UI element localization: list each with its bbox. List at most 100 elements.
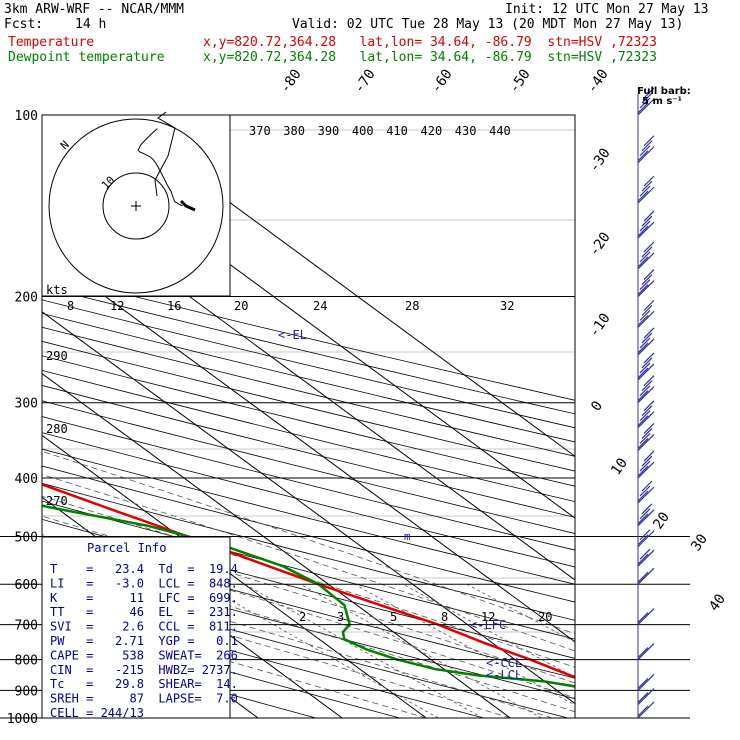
- wind-barb-flag: [637, 415, 649, 427]
- wind-barb-flag: [643, 299, 655, 311]
- wind-barb-flag: [639, 97, 651, 109]
- mixing-ratio-label: 16: [167, 299, 181, 313]
- ccl-marker: <-CCL: [486, 656, 522, 670]
- lcl-marker: <-LCL: [486, 668, 522, 682]
- mixing-ratio-label: 5: [390, 610, 397, 624]
- parcel-info: Parcel Info T = 23.4 Td = 19.4LI = -3.0 …: [50, 541, 238, 720]
- temperature-label: -10: [586, 310, 614, 340]
- parcel-info-row: CIN = -215 HWBZ= 2737.: [50, 663, 238, 677]
- wind-barb-flag: [641, 405, 653, 417]
- wind-barb-staff: [637, 461, 655, 479]
- wind-barb-staff: [637, 221, 655, 239]
- dry-adiabat: [42, 299, 575, 429]
- wind-barb-flag: [643, 423, 655, 434]
- dry-adiabat: [42, 273, 575, 401]
- wind-barb-flag: [641, 304, 653, 316]
- wind-barb-staff: [637, 434, 655, 451]
- moist-adiabat: [42, 534, 575, 699]
- wind-barb-flag: [641, 274, 653, 285]
- mixing-ratio-label: 2: [299, 610, 306, 624]
- wind-barb-flag: [639, 385, 651, 397]
- parcel-info-row: CAPE = 538 SWEAT= 266: [50, 648, 238, 662]
- wind-barb-flag: [639, 362, 651, 374]
- dry-adiabat: [42, 482, 575, 621]
- temperature-label: -40: [584, 66, 612, 96]
- theta-label: 420: [421, 124, 443, 138]
- wind-barb-staff: [637, 386, 655, 404]
- pressure-label: 400: [15, 472, 38, 487]
- wind-barb-flag: [637, 647, 649, 658]
- wind-barb-staff: [637, 608, 655, 626]
- wind-barb-flag: [643, 327, 655, 339]
- mixing-ratio-label: 12: [110, 299, 124, 313]
- theta-label: 400: [352, 124, 374, 138]
- temperature-label: -20: [586, 229, 614, 259]
- temperature-label: 0: [588, 398, 606, 414]
- theta-label: 390: [318, 124, 340, 138]
- hodograph-low-trace: [179, 199, 196, 212]
- forecast-label: Fcst:: [4, 17, 44, 32]
- wind-barb-flag: [637, 438, 649, 449]
- wind-barb-staff: [637, 643, 655, 660]
- isotherm: [0, 115, 6, 718]
- wind-barb-flag: [639, 460, 651, 472]
- temperature-location: x,y=820.72,364.28 lat,lon= 34.64, -86.79…: [203, 35, 657, 50]
- pressure-label: 600: [15, 578, 38, 593]
- wind-barb-flag: [639, 145, 651, 157]
- wind-barb-flag: [643, 400, 655, 412]
- dry-adiabat: [42, 448, 575, 585]
- wind-barb-staff: [637, 701, 655, 719]
- parcel-info-row: TT = 46 EL = 231.: [50, 605, 238, 619]
- wind-barb-flag: [637, 256, 649, 268]
- parcel-info-row: PW = 2.71 YGP = 0.1: [50, 634, 238, 648]
- pressure-label: 300: [15, 397, 38, 412]
- parcel-info-box: [41, 536, 231, 719]
- wind-barb-flag: [643, 210, 655, 222]
- temperature-label: 40: [706, 591, 729, 614]
- wind-barb-flag: [637, 490, 649, 502]
- hodograph-ring-outer: [48, 118, 224, 294]
- wind-barb-flag: [641, 92, 653, 104]
- wind-barb-flag: [639, 337, 651, 349]
- wind-barb-flag: [639, 185, 651, 197]
- wind-barb-flag: [643, 352, 655, 364]
- valid-time: Valid: 02 UTC Tue 28 May 13 (20 MDT Mon …: [292, 17, 684, 32]
- dry-adiabat: [42, 577, 569, 718]
- wind-barb-flag: [637, 705, 649, 717]
- moist-adiabat: [42, 566, 553, 718]
- wind-barb-staff: [637, 280, 655, 297]
- pressure-label: 800: [15, 654, 38, 669]
- plot-frame: [41, 114, 576, 719]
- temperature-label: -50: [506, 66, 534, 96]
- wind-barb-flag: [641, 428, 653, 439]
- dry-adiabat: [42, 340, 575, 472]
- wind-barb-flag: [637, 342, 649, 354]
- dry-adiabat: [42, 326, 575, 457]
- wind-barb-flag: [639, 309, 651, 321]
- wind-barb-staff: [637, 310, 655, 328]
- temperature-legend: Temperature: [8, 35, 95, 50]
- model-title: 3km ARW-WRF -- NCAR/MMM: [4, 2, 185, 17]
- wind-barb-flag: [637, 465, 649, 477]
- theta-label: 410: [386, 124, 408, 138]
- m-marker: m: [404, 530, 411, 543]
- mixing-ratio-label: 8: [441, 610, 448, 624]
- theta-label: 440: [489, 124, 511, 138]
- wind-barb-staff: [637, 688, 655, 705]
- isotherm: [42, 434, 427, 718]
- wind-barb-flag: [639, 433, 651, 444]
- mixing-ratio-label: 3: [337, 610, 344, 624]
- wind-barb-flag: [639, 410, 651, 422]
- wind-barb-staff: [637, 509, 655, 527]
- barb-legend-line1: Full barb:: [637, 86, 691, 97]
- wind-barb-flag: [637, 513, 649, 525]
- wind-barb-flag: [637, 390, 649, 402]
- wind-barb-flag: [643, 375, 655, 387]
- pressure-label: 500: [15, 530, 38, 545]
- wind-barb-flag: [641, 455, 653, 467]
- wind-barb-flag: [637, 612, 649, 624]
- theta-e-label: 270: [46, 494, 68, 508]
- wind-barb-flag: [637, 314, 649, 326]
- parcel-info-title: Parcel Info: [87, 541, 166, 555]
